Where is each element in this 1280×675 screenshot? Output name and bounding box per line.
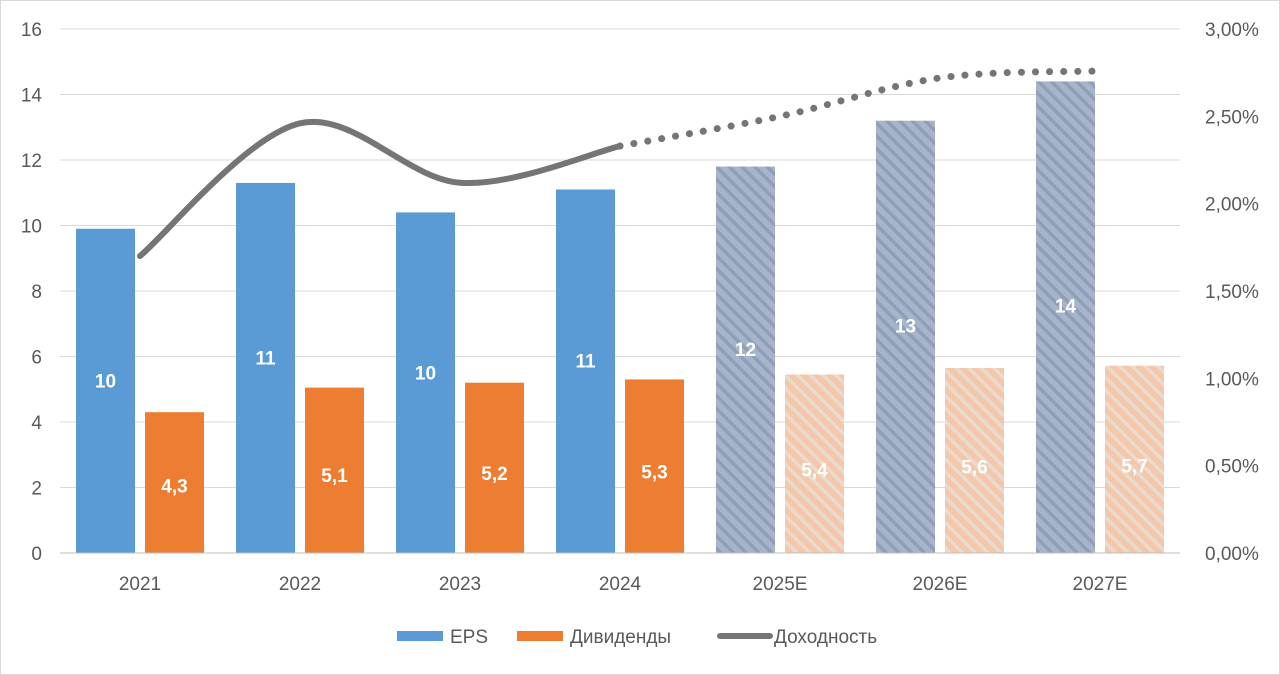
dividend-data-label: 5,3 — [641, 462, 667, 483]
axes: 0 2 4 6 8 10 12 14 16 0,00% 0,50% 1,00% 1,50% 2,00% 2,… — [21, 20, 1259, 595]
eps-data-label: 11 — [255, 348, 276, 369]
eps-data-label: 12 — [735, 340, 756, 361]
dividend-bar — [145, 412, 204, 553]
y-right-tick-label: 3,00% — [1205, 20, 1259, 41]
bars — [76, 81, 1164, 554]
legend-label-dividends: Дивиденды — [570, 627, 671, 648]
legend-swatch-dividends — [517, 631, 563, 641]
eps-data-label: 10 — [95, 372, 116, 393]
x-tick-label: 2026E — [913, 574, 968, 595]
y-right-tick-label: 1,00% — [1205, 369, 1259, 390]
y-left-tick-label: 0 — [31, 544, 42, 565]
legend-label-eps: EPS — [450, 627, 488, 648]
eps-bar — [556, 189, 615, 553]
dividend-data-label: 5,1 — [321, 466, 348, 487]
y-right-tick-label: 1,50% — [1205, 282, 1259, 303]
dividend-data-label: 5,2 — [481, 464, 507, 485]
y-left-tick-label: 10 — [21, 217, 42, 238]
x-tick-label: 2021 — [119, 574, 161, 595]
legend-label-yield: Доходность — [774, 627, 877, 648]
yield-line-actual — [137, 118, 623, 260]
dividend-data-label: 5,7 — [1121, 456, 1147, 477]
dividend-bar — [465, 382, 524, 553]
x-tick-label: 2024 — [599, 574, 642, 595]
eps-bar — [236, 182, 295, 554]
y-right-tick-label: 2,00% — [1205, 195, 1259, 216]
x-tick-label: 2027E — [1073, 574, 1128, 595]
eps-bar — [716, 166, 775, 554]
y-left-tick-label: 2 — [31, 479, 42, 500]
y-right-tick-label: 2,50% — [1205, 107, 1259, 128]
dividend-bar — [305, 387, 364, 553]
dividend-data-label: 5,4 — [801, 460, 828, 481]
y-left-tick-label: 4 — [31, 413, 42, 434]
legend-swatch-eps — [397, 631, 443, 641]
y-left-tick-label: 12 — [21, 151, 42, 172]
data-labels: 10 4,3 11 5,1 10 5,2 11 5,3 12 5,4 13 5,6 14 5,7 — [95, 296, 1148, 497]
x-tick-label: 2023 — [439, 574, 481, 595]
legend: EPS Дивиденды Доходность — [397, 627, 877, 648]
dividend-data-label: 4,3 — [161, 476, 187, 497]
eps-data-label: 10 — [415, 363, 436, 384]
y-right-tick-label: 0,00% — [1205, 544, 1259, 565]
dividend-data-label: 5,6 — [961, 457, 987, 478]
x-tick-label: 2025E — [753, 574, 808, 595]
eps-bar — [1036, 81, 1095, 554]
x-tick-label: 2022 — [279, 574, 321, 595]
dividend-bar — [625, 379, 684, 553]
dividend-bar — [1105, 365, 1164, 553]
eps-data-label: 14 — [1055, 296, 1077, 317]
eps-bar — [876, 120, 935, 553]
eps-data-label: 13 — [895, 317, 916, 338]
dividend-bar — [785, 374, 844, 553]
y-left-tick-label: 14 — [21, 86, 43, 107]
yield-line — [137, 67, 1104, 260]
y-left-tick-label: 8 — [31, 282, 42, 303]
dividend-bar — [945, 367, 1004, 553]
eps-bar — [396, 212, 455, 553]
eps-data-label: 11 — [575, 352, 596, 373]
y-left-tick-label: 16 — [21, 20, 42, 41]
y-left-tick-label: 6 — [31, 348, 42, 369]
yield-line-forecast — [616, 67, 1104, 150]
y-right-tick-label: 0,50% — [1205, 457, 1259, 478]
eps-bar — [76, 228, 135, 553]
